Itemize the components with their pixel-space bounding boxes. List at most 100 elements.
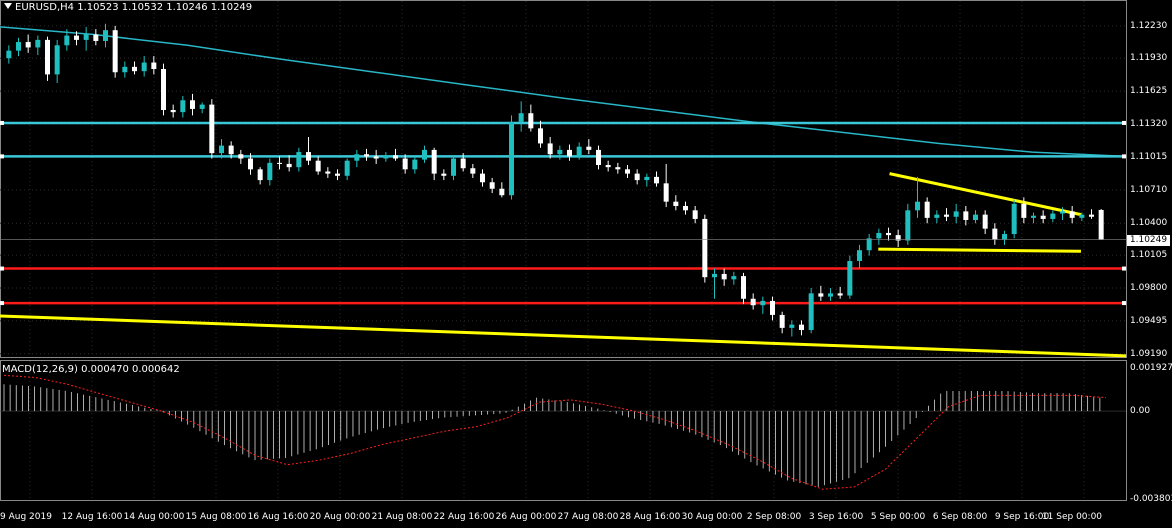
candle-body [799,324,804,331]
candle-body [35,39,41,48]
candle-body [528,113,534,129]
candle-body [209,104,215,154]
price-tick-label: 1.10400 [1130,218,1168,229]
candle-body [1002,234,1007,240]
candle-body [238,154,244,159]
time-tick-label: 28 Aug 16:00 [619,512,681,522]
price-tick-label: 1.11930 [1130,53,1168,64]
price-tick-label: 1.09495 [1130,315,1168,326]
candle-body [151,62,157,70]
time-tick-label: 16 Aug 16:00 [247,512,309,522]
time-tick-label: 21 Aug 08:00 [371,512,433,522]
candle-body [982,214,988,229]
candle-body [393,155,398,159]
candle-body [1069,211,1075,218]
candle-body [335,173,340,176]
candle-body [190,100,195,109]
candle-body [760,300,766,306]
trend-line-2 [878,247,1081,253]
level-handle-left [0,301,4,306]
time-tick-label: 5 Sep 00:00 [870,512,926,522]
time-tick-label: 11 Sep 00:00 [1041,512,1103,522]
candle-body [383,155,389,159]
candle-body [924,201,930,218]
candle-body [992,228,998,240]
candle-body [25,42,31,48]
candle-body [596,149,601,166]
candle-body [576,146,582,157]
candle-body [712,273,717,278]
candle-body [905,210,911,241]
moving-average-line [0,26,1127,158]
candle-body [431,149,437,174]
candle-body [625,169,630,174]
time-tick-label: 26 Aug 00:00 [495,512,557,522]
candle-body [296,152,302,168]
dropdown-icon [4,3,12,9]
candle-body [615,167,621,170]
candle-body [1089,214,1094,217]
candle-body [1021,203,1027,218]
candle-body [683,205,688,211]
time-tick-label: 14 Aug 00:00 [123,512,185,522]
candle-body [847,261,853,296]
price-tick-label: 1.11320 [1130,119,1168,130]
candle-body [963,211,969,221]
candle-body [673,201,679,206]
candle-body [654,176,659,184]
time-tick-label: 20 Aug 00:00 [309,512,371,522]
candle-body [54,45,60,75]
price-tick-label: 1.10710 [1130,184,1168,195]
candle-body [953,211,959,217]
ohlc-label: 1.10523 1.10532 1.10246 1.10249 [77,2,253,13]
price-panel-border [0,0,1127,358]
time-tick-label: 12 Aug 16:00 [61,512,123,522]
candle-body [132,66,137,72]
macd-tick-label: 0.00 [1130,406,1151,417]
candle-body [828,293,833,297]
candle-body [228,145,234,155]
candle-body [876,232,882,239]
candle-body [973,214,978,221]
candle-body [605,165,611,168]
candle-body [141,62,147,72]
candle-body [509,121,514,196]
candle-body [257,169,263,181]
time-tick-label: 9 Sep 16:00 [994,512,1050,522]
time-tick-label: 22 Aug 16:00 [433,512,495,522]
candle-body [702,218,708,278]
candle-body [1079,214,1085,218]
candle-body [586,146,592,150]
macd-title: MACD(12,26,9) 0.000470 0.000642 [2,364,180,375]
candle-body [402,158,408,170]
candle-body [895,235,901,241]
time-tick-label: 15 Aug 08:00 [185,512,247,522]
candle-body [518,113,524,122]
macd-tick-label: 0.001927 [1130,363,1172,373]
candle-body [112,30,118,73]
candle-body [1031,215,1036,218]
candle-body [557,149,563,155]
candle-body [1060,211,1065,214]
trend-line-1 [889,172,1082,217]
candle-body [122,66,128,73]
candle-body [1011,203,1017,235]
level-handle-right [1122,154,1126,159]
level-handle-right [1122,301,1126,306]
candle-body [161,69,166,110]
level-handle-right [1122,120,1126,125]
candle-body [199,104,205,109]
candle-body [412,159,418,170]
candle-body [441,173,447,176]
price-tick-label: 1.11015 [1130,151,1168,162]
candle-body [267,162,273,181]
candle-body [306,152,311,161]
price-tick-label: 1.09190 [1130,348,1168,359]
level-handle-left [0,120,4,125]
candle-body [499,188,505,196]
candle-body [915,201,920,211]
candle-body [6,50,12,59]
candle-body [344,160,350,176]
